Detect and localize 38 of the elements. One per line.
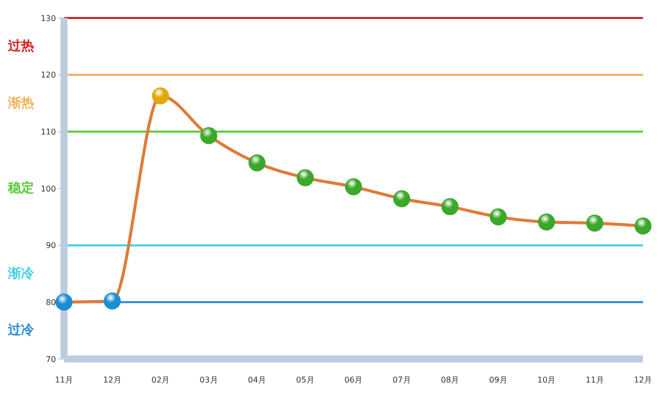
x-tick-label: 04月 <box>248 376 266 385</box>
x-tick-label: 10月 <box>537 376 556 385</box>
ref-line-label: 渐冷 <box>7 266 35 282</box>
x-tick-label: 08月 <box>440 376 460 385</box>
point <box>586 214 604 232</box>
y-tick-label: 100 <box>40 184 56 194</box>
x-tick-label: 09月 <box>489 376 508 385</box>
ref-line-label: 稳定 <box>7 180 34 196</box>
point <box>490 208 507 226</box>
point <box>345 178 362 196</box>
point <box>200 127 218 144</box>
y-tick-label: 130 <box>40 14 56 23</box>
x-tick-label: 02月 <box>151 376 170 385</box>
point <box>104 292 121 310</box>
point <box>442 198 458 216</box>
y-tick-label: 110 <box>40 128 56 137</box>
x-tick-label: 05月 <box>296 376 314 385</box>
x-tick-label: 12月 <box>634 376 652 385</box>
point <box>634 218 652 235</box>
point <box>248 154 266 172</box>
ref-line-label: 过热 <box>7 38 34 54</box>
point <box>538 214 555 231</box>
y-tick-label: 80 <box>46 298 56 308</box>
x-tick-label: 03月 <box>200 376 218 385</box>
y-tick-label: 120 <box>40 70 56 80</box>
x-tick-label: 11月 <box>586 376 604 385</box>
point <box>56 294 72 311</box>
x-tick-label: 07月 <box>392 376 411 385</box>
ref-line-label: 过冷 <box>7 323 35 338</box>
point <box>152 87 169 104</box>
x-tick-label: 12月 <box>103 376 122 385</box>
y-tick-label: 90 <box>46 241 56 250</box>
x-tick-label: 06月 <box>344 376 363 385</box>
point <box>393 190 410 208</box>
x-tick-label: 11月 <box>54 376 74 385</box>
ref-line-label: 渐热 <box>7 96 34 111</box>
y-tick-label: 70 <box>46 354 56 364</box>
point <box>296 169 314 186</box>
